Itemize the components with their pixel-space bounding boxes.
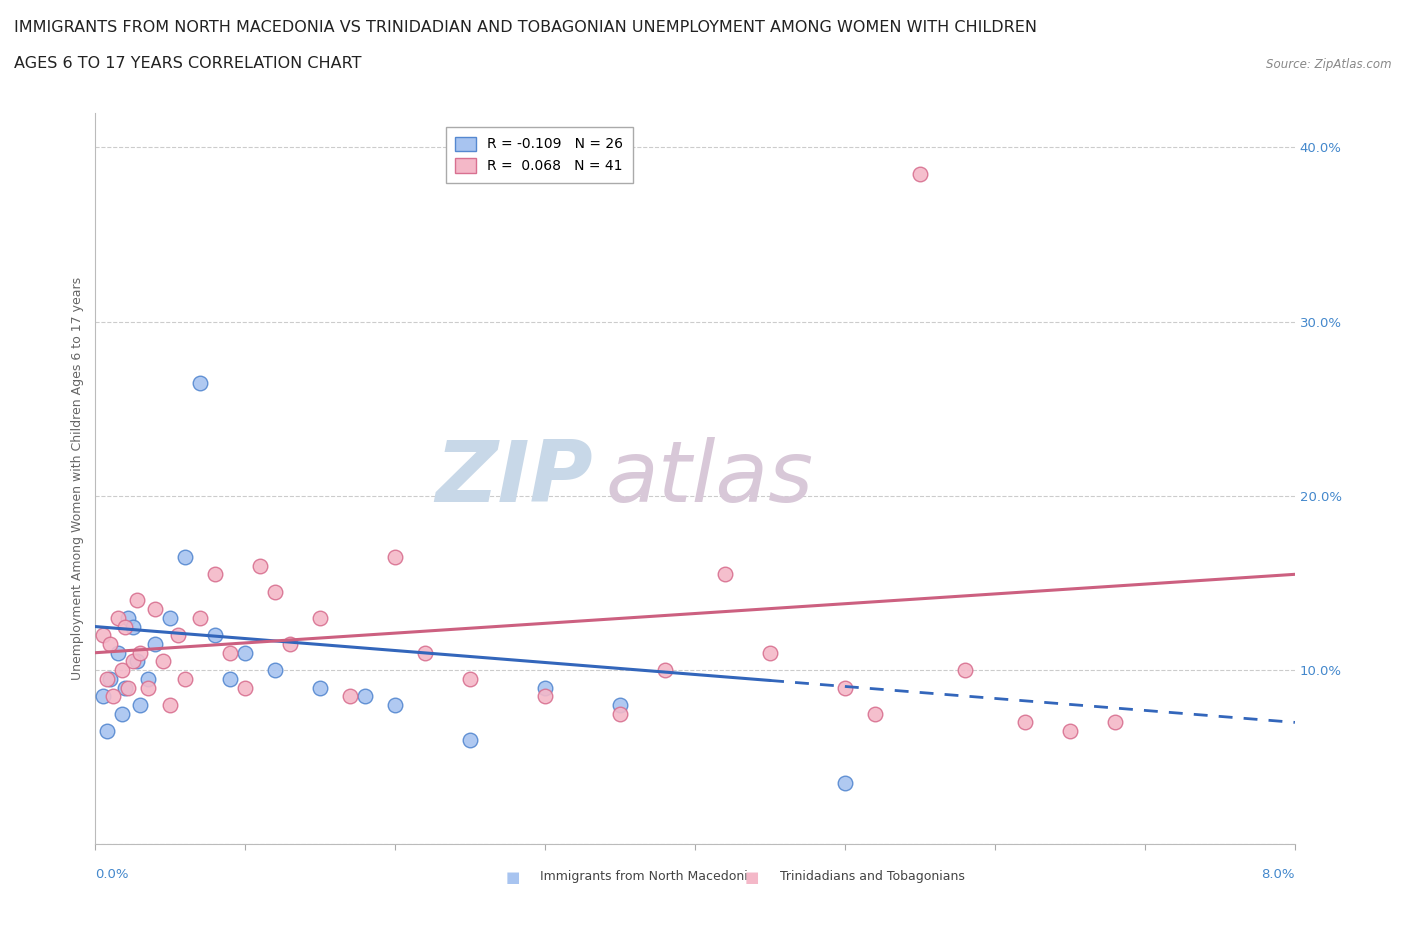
Text: Immigrants from North Macedonia: Immigrants from North Macedonia [540, 870, 756, 883]
Point [534, 689, 557, 704]
Point [129, 645, 152, 660]
Point [174, 550, 197, 565]
Point [98, 671, 121, 686]
Point [152, 654, 174, 669]
Point [1059, 724, 1081, 738]
Point [121, 654, 143, 669]
Point [117, 610, 139, 625]
Point [908, 166, 931, 181]
Point [188, 610, 211, 625]
Point [458, 671, 481, 686]
Text: atlas: atlas [605, 437, 813, 520]
Point [278, 636, 301, 651]
Point [953, 663, 976, 678]
Point [111, 706, 134, 721]
Point [114, 680, 136, 695]
Point [204, 567, 226, 582]
Point [384, 698, 406, 712]
Point [609, 698, 631, 712]
Point [91, 628, 114, 643]
Point [863, 706, 886, 721]
Point [1014, 715, 1036, 730]
Point [309, 680, 332, 695]
Point [127, 654, 149, 669]
Point [233, 645, 256, 660]
Text: 8.0%: 8.0% [1261, 868, 1295, 881]
Point [759, 645, 782, 660]
Point [188, 375, 211, 390]
Point [143, 636, 166, 651]
Point [111, 663, 134, 678]
Text: ■: ■ [505, 870, 520, 885]
Point [714, 567, 737, 582]
Point [136, 671, 159, 686]
Text: ZIP: ZIP [436, 437, 593, 520]
Point [233, 680, 256, 695]
Legend: R = -0.109   N = 26, R =  0.068   N = 41: R = -0.109 N = 26, R = 0.068 N = 41 [446, 126, 633, 183]
Point [166, 628, 188, 643]
Point [354, 689, 377, 704]
Text: 0.0%: 0.0% [96, 868, 129, 881]
Point [249, 558, 271, 573]
Point [219, 645, 242, 660]
Point [264, 663, 287, 678]
Point [107, 610, 129, 625]
Point [143, 602, 166, 617]
Point [159, 610, 181, 625]
Point [654, 663, 676, 678]
Point [458, 733, 481, 748]
Point [834, 680, 856, 695]
Text: ■: ■ [744, 870, 759, 885]
Text: AGES 6 TO 17 YEARS CORRELATION CHART: AGES 6 TO 17 YEARS CORRELATION CHART [14, 56, 361, 71]
Point [609, 706, 631, 721]
Point [96, 671, 118, 686]
Point [127, 593, 149, 608]
Point [117, 680, 139, 695]
Text: Source: ZipAtlas.com: Source: ZipAtlas.com [1267, 58, 1392, 71]
Point [129, 698, 152, 712]
Point [98, 636, 121, 651]
Point [339, 689, 361, 704]
Point [91, 689, 114, 704]
Text: IMMIGRANTS FROM NORTH MACEDONIA VS TRINIDADIAN AND TOBAGONIAN UNEMPLOYMENT AMONG: IMMIGRANTS FROM NORTH MACEDONIA VS TRINI… [14, 20, 1038, 35]
Point [114, 619, 136, 634]
Text: Trinidadians and Tobagonians: Trinidadians and Tobagonians [779, 870, 965, 883]
Point [834, 776, 856, 790]
Point [384, 550, 406, 565]
Point [107, 645, 129, 660]
Point [174, 671, 197, 686]
Point [413, 645, 436, 660]
Y-axis label: Unemployment Among Women with Children Ages 6 to 17 years: Unemployment Among Women with Children A… [72, 277, 84, 680]
Point [136, 680, 159, 695]
Point [534, 680, 557, 695]
Point [1104, 715, 1126, 730]
Point [309, 610, 332, 625]
Point [204, 628, 226, 643]
Point [219, 671, 242, 686]
Point [159, 698, 181, 712]
Point [103, 689, 125, 704]
Point [96, 724, 118, 738]
Point [121, 619, 143, 634]
Point [264, 584, 287, 599]
